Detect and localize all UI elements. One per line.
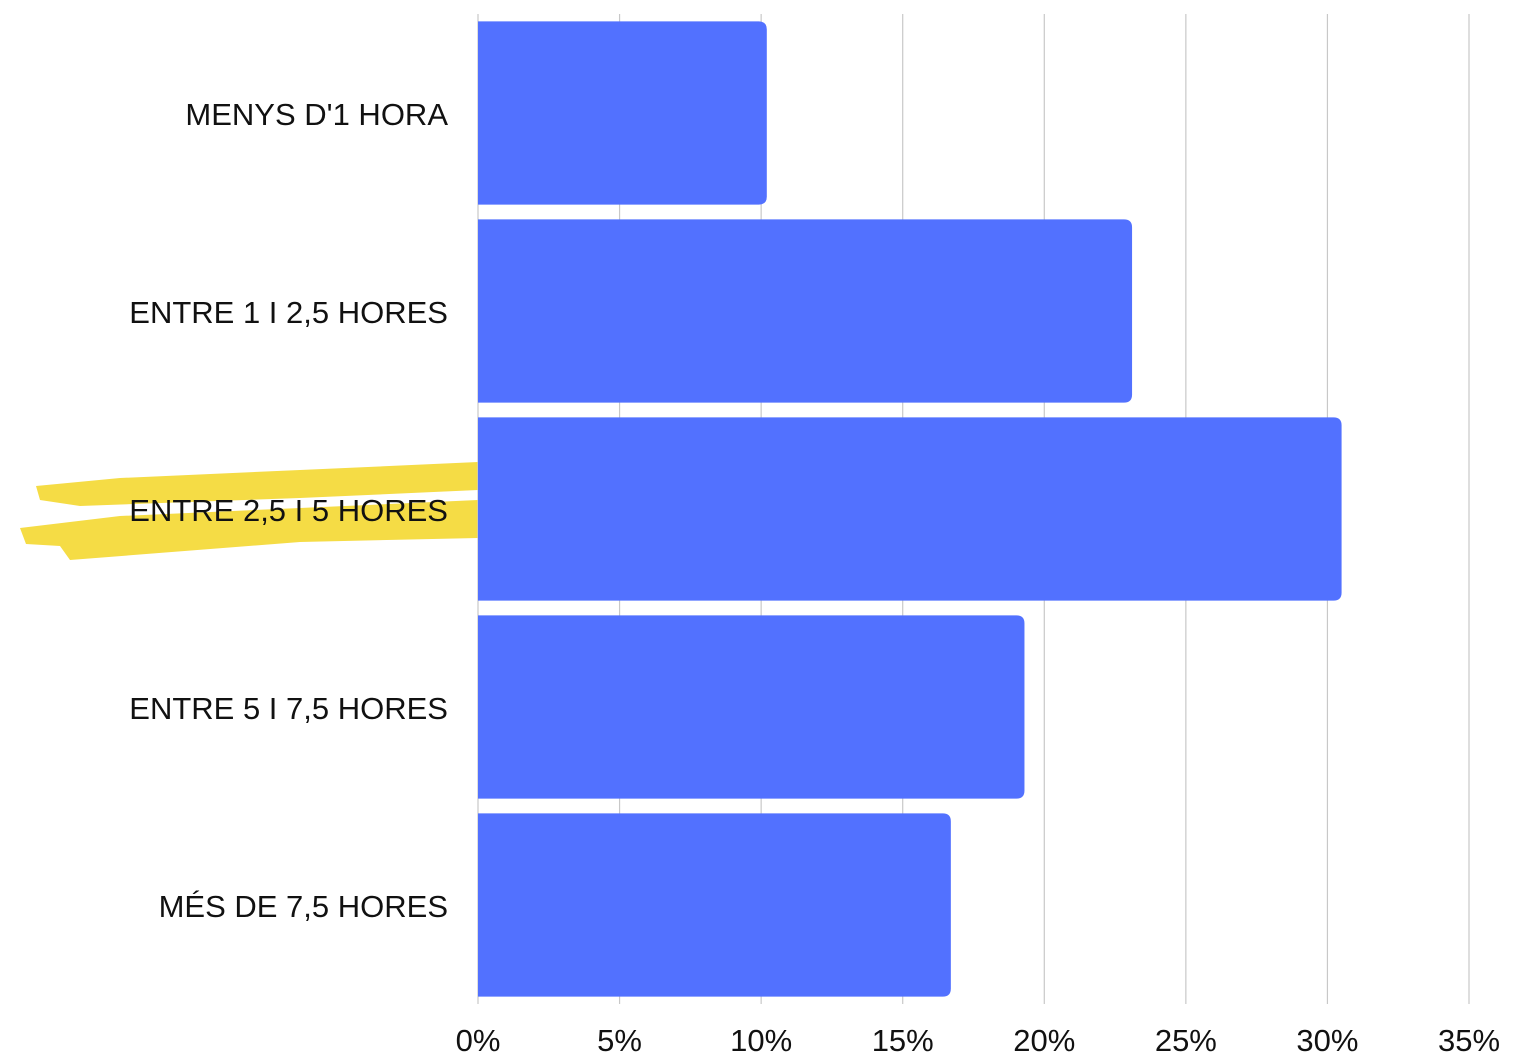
bar xyxy=(478,21,767,204)
bar xyxy=(478,219,1132,402)
x-tick-label: 20% xyxy=(1013,1023,1075,1058)
x-tick-label: 30% xyxy=(1296,1023,1358,1058)
y-tick-label: ENTRE 5 I 7,5 HORES xyxy=(129,691,448,726)
y-tick-label: MENYS D'1 HORA xyxy=(185,97,448,132)
x-tick-label: 5% xyxy=(597,1023,642,1058)
x-tick-label: 25% xyxy=(1155,1023,1217,1058)
y-tick-label: ENTRE 2,5 I 5 HORES xyxy=(129,493,448,528)
x-tick-label: 0% xyxy=(456,1023,501,1058)
x-tick-label: 15% xyxy=(872,1023,934,1058)
x-tick-label: 10% xyxy=(730,1023,792,1058)
bar xyxy=(478,417,1342,600)
y-tick-label: MÉS DE 7,5 HORES xyxy=(159,889,448,924)
y-tick-label: ENTRE 1 I 2,5 HORES xyxy=(129,295,448,330)
chart: 0% 5% 10% 15% 20% 25% 30% 35% MENYS D'1 HORA ENTR… xyxy=(0,0,1518,1061)
x-tick-label: 35% xyxy=(1438,1023,1500,1058)
bar xyxy=(478,813,951,996)
bar xyxy=(478,615,1024,798)
